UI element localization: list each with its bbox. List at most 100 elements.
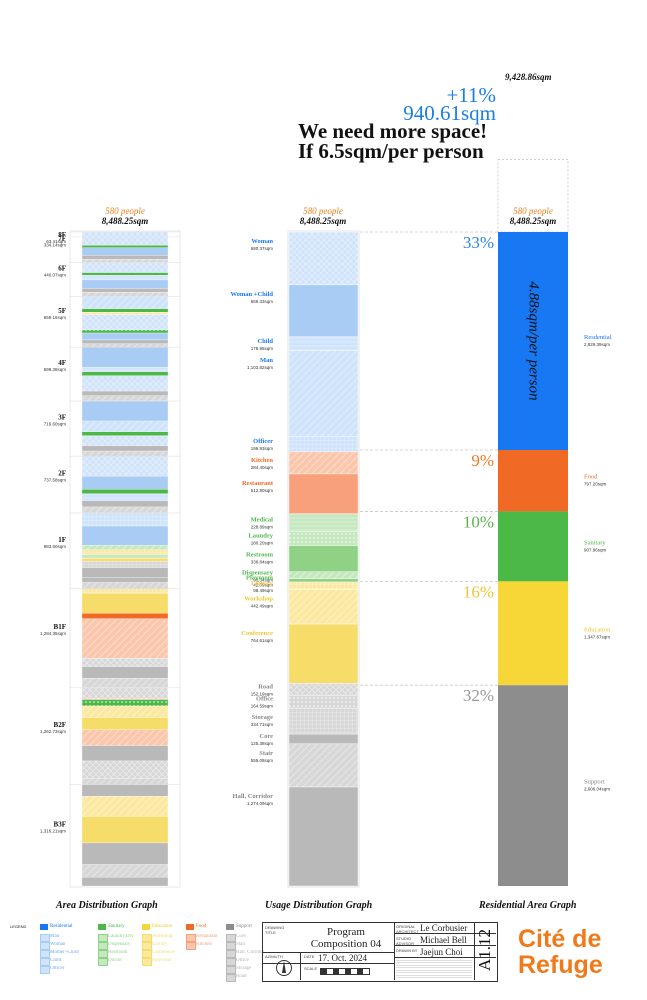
area-strip	[81, 371, 169, 376]
usage-name-label: Restaurant	[242, 480, 274, 487]
area-strip	[81, 558, 169, 562]
floor-area-label: 716.60sqm	[44, 422, 67, 427]
area-strip-pattern	[82, 232, 168, 237]
area-strip	[81, 255, 169, 260]
area-strip-pattern	[82, 512, 168, 527]
area-strip-pattern	[82, 687, 168, 700]
area-strip-pattern	[82, 421, 168, 432]
usage-name-label: Stair	[259, 750, 273, 757]
usage-segment-pattern	[289, 350, 358, 437]
usage-total: 8,488.25sqm	[299, 216, 347, 226]
area-strip	[81, 593, 169, 614]
area-strip-pattern	[82, 618, 168, 659]
floor-area-label: 1,316.21sqm	[40, 828, 66, 833]
legend-item-swatch	[40, 942, 50, 950]
area-strip-pattern	[82, 275, 168, 280]
area-strip	[81, 347, 169, 368]
usage-area-label: 1,274.09sqm	[247, 801, 273, 806]
legend-item-label: Storage	[236, 966, 252, 971]
floor-area-label: 699.38sqm	[44, 367, 67, 372]
area-strip	[81, 784, 169, 797]
res-pct-label: 33%	[463, 233, 494, 252]
area-strip-pattern	[82, 588, 168, 594]
total-area-label: 9,428.86sqm	[505, 72, 552, 82]
drawn-value: Jaejun Choi	[420, 947, 463, 957]
usage-segment	[288, 473, 359, 515]
res-area-label: 907.96sqm	[584, 547, 607, 552]
usage-segment-pattern	[289, 336, 358, 351]
floor-area-label: 1,284.35sqm	[40, 631, 66, 636]
legend-swatch	[40, 924, 48, 930]
usage-area-label: 180.20sqm	[251, 541, 274, 546]
area-strip-pattern	[82, 705, 168, 718]
floor-area-label: 737.58sqm	[44, 478, 67, 483]
area-strip	[81, 445, 169, 452]
per-person-label: 4.88sqm/per person	[526, 281, 542, 400]
res-bar-food	[498, 449, 568, 512]
legend-group-title: Sanitary	[108, 924, 125, 929]
usage-area-label: 178.95sqm	[251, 346, 274, 351]
res-total: 8,488.25sqm	[509, 216, 557, 226]
increase-percent: +11%	[446, 83, 496, 107]
area-strip-pattern	[82, 506, 168, 513]
usage-name-label: Restroom	[246, 552, 274, 559]
floor-name-label: 4F	[58, 359, 66, 367]
legend-item-label: Restroom	[108, 950, 128, 955]
usage-area-label: 90.34sqm	[253, 577, 273, 582]
usage-area-label: 555.08sqm	[251, 758, 274, 763]
area-strip-pattern	[82, 729, 168, 746]
legend-group-title: Residential	[50, 924, 73, 929]
floor-name-label: 6F	[58, 265, 66, 273]
usage-name-label: Storage	[252, 714, 273, 721]
legend-item-swatch	[186, 934, 196, 942]
legend-item-swatch	[226, 950, 236, 958]
area-people: 580 people	[105, 206, 145, 216]
area-strip-pattern	[82, 314, 168, 330]
legend-item-swatch	[142, 950, 152, 958]
usage-segment	[288, 623, 359, 684]
usage-name-label: Core	[259, 733, 273, 740]
drawing-title: Program Composition 04	[310, 926, 382, 950]
usage-area-label: 334.71sqm	[251, 722, 274, 727]
legend-item-swatch	[142, 934, 152, 942]
area-strip-pattern	[82, 493, 168, 501]
area-strip	[81, 613, 169, 619]
res-name-label: Education	[584, 626, 611, 633]
area-strip-pattern	[82, 549, 168, 555]
usage-name-label: Workshop	[244, 596, 273, 603]
usage-segment-pattern	[289, 451, 358, 474]
usage-area-label: 152.19sqm	[251, 691, 274, 696]
legend-item-swatch	[98, 958, 108, 966]
usage-area-label: 125.38sqm	[251, 741, 274, 746]
usage-chart-title: Usage Distribution Graph	[265, 900, 373, 911]
res-bar-support	[498, 685, 568, 886]
usage-segment-pattern	[289, 708, 358, 735]
legend-item-swatch	[142, 942, 152, 950]
drawn-label: DRAWN BY	[396, 948, 418, 953]
legend-item-label: Playroom	[152, 958, 172, 963]
legend-item-swatch	[226, 934, 236, 942]
res-name-label: Resdential	[584, 334, 612, 341]
legend-item-label: Restaurant	[196, 934, 218, 939]
headline-line2: If 6.5sqm/per person	[298, 139, 484, 163]
legend-item-label: Laundry,Dry	[108, 934, 134, 939]
usage-segment-pattern	[289, 531, 358, 546]
legend-group-title: Food	[196, 924, 207, 929]
area-strip-pattern	[82, 864, 168, 878]
legend-item-swatch	[226, 942, 236, 950]
azimuth-label: AZIMUTH	[265, 954, 283, 959]
floor-name-label: 7F	[58, 235, 66, 243]
legend-swatch	[98, 924, 106, 930]
res-name-label: Food	[584, 474, 598, 481]
north-arrow-icon	[276, 960, 292, 976]
area-strip	[81, 500, 169, 508]
area-strip-pattern	[82, 329, 168, 334]
usage-segment	[288, 284, 359, 338]
area-frame	[69, 230, 181, 888]
usage-name-label: Office	[256, 696, 273, 703]
legend-item-swatch	[98, 934, 108, 942]
usage-segment-pattern	[289, 695, 358, 709]
floor-area-label: 659.16sqm	[44, 315, 67, 320]
title-block-divider-h4	[394, 945, 496, 946]
usage-segment	[288, 545, 359, 572]
